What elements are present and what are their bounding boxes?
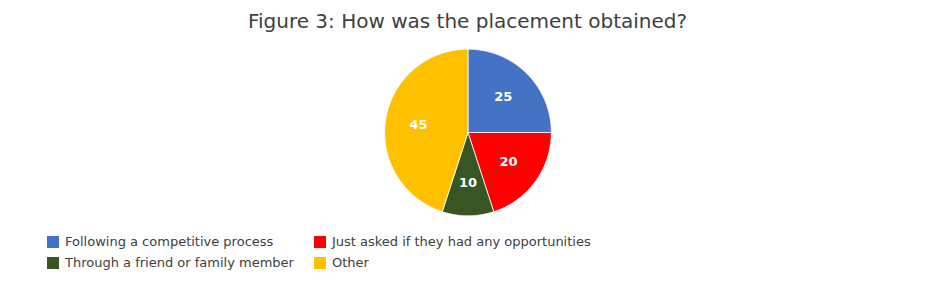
svg-text:45: 45 (410, 117, 428, 132)
svg-text:20: 20 (499, 154, 517, 169)
svg-text:25: 25 (494, 89, 512, 104)
svg-text:10: 10 (459, 175, 477, 190)
html-text:Figure 3: How was the placemen: Figure 3: How was the placement obtained… (247, 9, 688, 33)
html-text:Through a friend or family mem: Through a friend or family member (65, 255, 294, 270)
html-text:Just asked if they had any opp: Just asked if they had any opportunities (331, 234, 591, 249)
html-text:Other: Other (331, 255, 369, 270)
html-text:Following a competitive proces: Following a competitive process (65, 234, 274, 249)
